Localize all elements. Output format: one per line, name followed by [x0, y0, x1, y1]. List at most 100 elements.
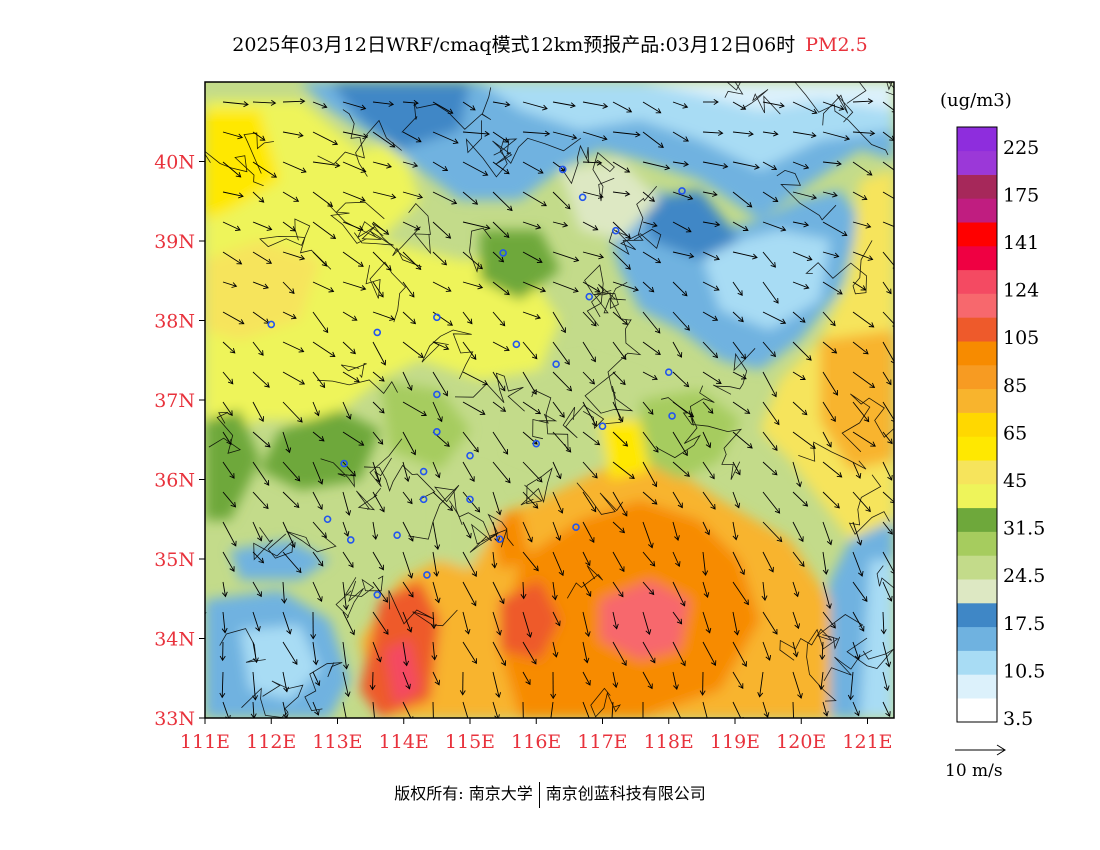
wind-vector: [342, 611, 355, 635]
wind-vector-head: [649, 196, 655, 202]
city-marker: [585, 292, 594, 301]
x-tick-label: 113E: [312, 731, 362, 753]
wind-vector: [582, 371, 595, 385]
wind-vector-head: [319, 382, 326, 389]
wind-vector-head: [741, 661, 747, 667]
wind-vector: [822, 221, 848, 236]
boundary-line: [806, 628, 841, 702]
wind-vector-head: [757, 692, 764, 698]
concentration-field: [205, 82, 894, 718]
wind-vector-head: [236, 259, 243, 265]
wind-vector-head: [317, 504, 323, 510]
wind-vector-head: [624, 190, 631, 197]
wind-vector: [492, 131, 509, 143]
wind-vector-head: [562, 221, 569, 228]
wind-vector-head: [294, 475, 301, 482]
wind-vector: [552, 521, 561, 541]
wind-vector-head: [861, 194, 868, 201]
wind-vector-head: [314, 410, 320, 417]
wind-vector-head: [591, 506, 597, 513]
wind-reference-label: 10 m/s: [945, 761, 1003, 781]
wind-vector-head: [471, 658, 477, 665]
wind-vector-head: [834, 502, 840, 509]
wind-vector-head: [404, 476, 411, 483]
wind-vector-head: [255, 625, 261, 632]
wind-vector: [642, 161, 670, 169]
wind-vector: [282, 100, 305, 103]
wind-vector: [672, 671, 678, 690]
wind-vector: [672, 281, 688, 297]
wind-vector: [492, 221, 510, 238]
wind-vector-head: [883, 685, 890, 692]
wind-vector-head: [520, 593, 527, 600]
boundary-line: [713, 348, 756, 395]
wind-vector: [762, 641, 771, 661]
boundary-line: [317, 109, 365, 165]
boundary-line: [449, 500, 497, 553]
wind-vector: [882, 221, 894, 227]
wind-vector: [762, 401, 780, 425]
wind-vector-head: [573, 287, 579, 293]
wind-vector-head: [738, 316, 744, 323]
wind-vector-head: [772, 196, 779, 202]
legend-label: 175: [1003, 184, 1039, 206]
wind-vector-head: [641, 720, 646, 724]
wind-vector-head: [715, 378, 722, 384]
wind-vector: [342, 461, 356, 477]
city-marker: [393, 531, 401, 539]
wind-vector: [342, 281, 366, 290]
wind-vector: [432, 521, 439, 550]
wind-vector-head: [550, 693, 557, 700]
wind-vector-head: [722, 163, 729, 169]
boundary-line: [841, 393, 894, 453]
y-tick-label: 39N: [154, 231, 195, 253]
city-marker: [423, 571, 431, 579]
wind-vector: [822, 491, 840, 509]
wind-vector-head: [803, 221, 810, 228]
wind-vector: [252, 191, 265, 203]
wind-vector-head: [699, 690, 706, 696]
wind-vector: [552, 431, 572, 453]
wind-vector: [852, 611, 865, 632]
wind-vector: [252, 581, 262, 597]
legend-bin: [957, 698, 997, 723]
wind-vector-head: [740, 104, 747, 110]
wind-vector: [732, 311, 744, 322]
wind-vector-head: [798, 536, 804, 543]
wind-vector-head: [810, 443, 816, 449]
wind-vector-head: [413, 99, 419, 106]
wind-vector-head: [472, 199, 479, 205]
wind-vector: [702, 641, 716, 666]
wind-vector-head: [535, 223, 542, 230]
wind-vector: [792, 371, 806, 380]
legend-label: 24.5: [1003, 565, 1045, 587]
wind-vector-head: [866, 170, 873, 176]
wind-vector-head: [521, 725, 526, 729]
boundary-line: [655, 385, 715, 459]
wind-vector: [432, 371, 448, 396]
wind-vector: [702, 281, 720, 291]
wind-vector-head: [282, 713, 289, 718]
wind-vector-head: [713, 285, 720, 291]
wind-vector-head: [592, 472, 598, 479]
boundary-line: [615, 228, 662, 251]
city-marker: [664, 368, 673, 376]
wind-vector-head: [386, 265, 392, 271]
wind-vector-head: [647, 683, 653, 690]
wind-vector: [821, 641, 824, 660]
wind-vector: [252, 641, 258, 663]
boundary-line: [369, 438, 403, 488]
wind-vector: [522, 701, 524, 718]
wind-vector: [732, 581, 749, 605]
wind-vector-head: [868, 322, 875, 328]
boundary-line: [356, 487, 382, 511]
wind-vector-head: [885, 661, 892, 668]
boundary-line: [243, 132, 274, 174]
wind-vector-head: [354, 377, 360, 383]
wind-vector-head: [620, 379, 626, 386]
wind-vector: [852, 281, 866, 291]
wind-vector: [432, 551, 438, 577]
city-marker: [419, 467, 428, 476]
city-marker: [668, 412, 676, 420]
legend-frame: [956, 126, 998, 723]
